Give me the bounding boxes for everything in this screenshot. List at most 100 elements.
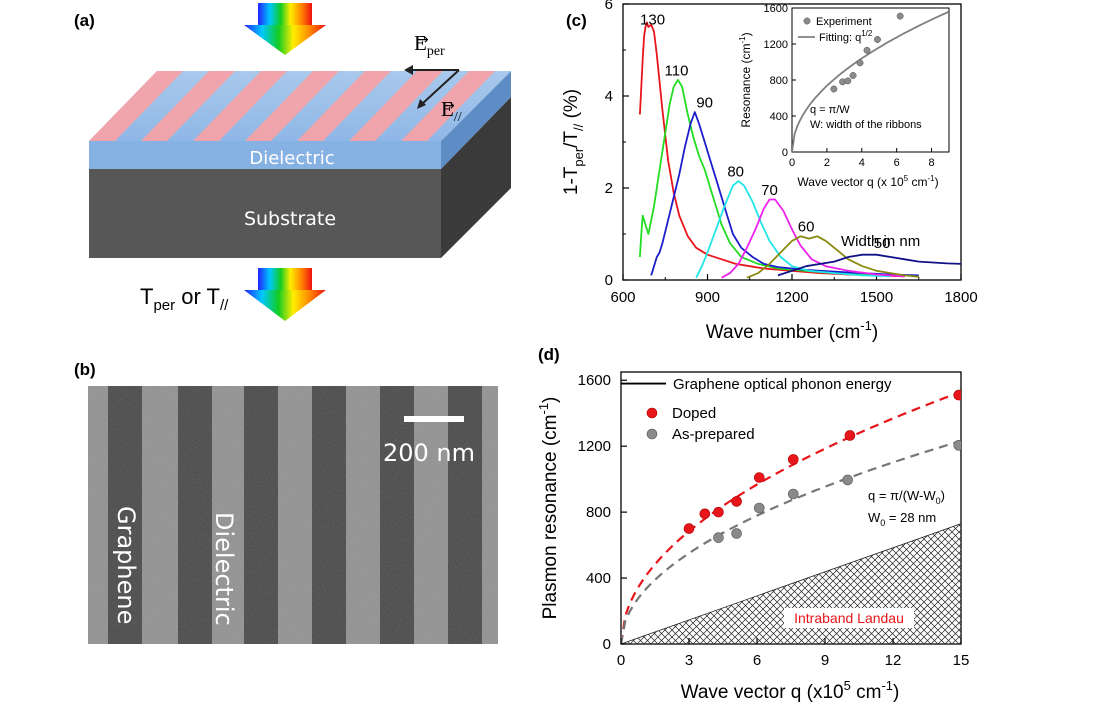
inset-experiment-point — [844, 77, 852, 85]
panel-d-x-tick-label: 15 — [953, 652, 970, 669]
width-label-130: 130 — [640, 12, 665, 29]
panel-d-x-tick-label: 6 — [753, 652, 761, 669]
spectrum-80nm — [695, 180, 891, 279]
inset-legend-experiment-marker — [803, 17, 811, 25]
inset-x-tick-label: 0 — [789, 157, 795, 169]
width-label-80: 80 — [727, 164, 744, 181]
point-doped — [713, 506, 724, 518]
inset-x-tick-label: 8 — [928, 157, 934, 169]
point-doped — [787, 454, 799, 465]
sem-noise — [88, 386, 498, 644]
panel-c-width-labels: 130 110 90 80 70 60 50 — [640, 12, 890, 252]
panel-a-label: (a) — [74, 11, 95, 30]
dielectric-layer-label: Dielectric — [249, 148, 334, 169]
width-label-50: 50 — [874, 235, 891, 252]
panel-a: (a) Dielectric Substrate Eper → E// → — [74, 3, 511, 321]
spectrum-70nm — [721, 198, 905, 279]
inset-note-w: W: width of the ribbons — [810, 119, 922, 131]
panel-d-y-tick-label: 0 — [603, 636, 611, 653]
panel-d-y-tick-label: 800 — [586, 504, 611, 521]
inset-note-q: q = π/W — [810, 104, 850, 116]
point-as-prepared — [731, 528, 742, 539]
panel-c-x-axis-label: Wave number (cm-1) — [706, 318, 878, 343]
panel-d-x-tick-label: 3 — [685, 652, 693, 669]
inset-y-tick-label: 1600 — [764, 3, 788, 15]
inset-fit-curve — [792, 10, 949, 152]
graphene-stripe — [349, 71, 443, 141]
inset-x-tick-label: 6 — [894, 157, 900, 169]
panel-c-inset: 0 2 4 6 8 0 400 800 1200 1600 Experiment Fitting:… — [738, 3, 950, 189]
point-as-prepared — [713, 532, 724, 543]
graphene-stripe — [401, 71, 495, 141]
point-as-prepared — [953, 440, 961, 451]
inset-y-tick-label: 800 — [770, 75, 788, 87]
panel-c-x-tick-label: 1200 — [775, 289, 808, 306]
substrate-side — [441, 97, 511, 258]
output-transmission-label: Tper or T// — [140, 284, 229, 314]
point-doped — [731, 496, 742, 507]
inset-experiment-point — [874, 36, 881, 43]
graphene-stripe — [141, 71, 235, 141]
input-light-arrow — [244, 3, 326, 55]
substrate-front — [89, 169, 441, 258]
device-block: Dielectric Substrate — [89, 71, 511, 258]
point-as-prepared — [842, 474, 853, 486]
inset-experiment-point — [896, 12, 904, 20]
q-formula: q = π/(W-W0) — [868, 488, 945, 506]
sem-graphene-label: Graphene — [112, 506, 140, 624]
panel-d-y-tick-label: 1600 — [578, 372, 611, 389]
panel-d-y-tick-label: 400 — [586, 570, 611, 587]
legend-doped: Doped — [672, 405, 716, 422]
panel-d: (d) 0 3 6 9 12 15 0 400 800 1200 1600 Graphene opt… — [536, 345, 969, 703]
inset-x-tick-label: 2 — [824, 157, 830, 169]
dielectric-side — [441, 71, 511, 169]
graphene-stripe — [89, 71, 183, 141]
e-par-label: E// — [441, 97, 462, 125]
point-as-prepared — [787, 488, 799, 500]
panel-c-x-tick-label: 600 — [610, 289, 635, 306]
landau-label-bg — [784, 608, 914, 628]
point-doped — [683, 523, 695, 534]
landau-label: Intraband Landau — [794, 610, 904, 626]
point-doped — [844, 430, 856, 441]
inset-experiment-point — [856, 59, 864, 67]
dielectric-front — [89, 141, 441, 169]
point-doped — [753, 472, 765, 483]
graphene-stripe — [297, 71, 391, 141]
e-par-arrow-accent: → — [443, 98, 455, 114]
legend-asprepared: As-prepared — [672, 426, 755, 443]
legend-asprepared-marker — [646, 428, 658, 440]
panel-c-y-tick-label: 4 — [605, 88, 613, 105]
panel-c-legend-title: Width in nm — [841, 233, 920, 250]
spectrum-110nm — [639, 79, 891, 277]
inset-data — [792, 10, 949, 152]
panel-d-y-tick-label: 1200 — [578, 438, 611, 455]
panel-d-label: (d) — [538, 345, 560, 364]
panel-b: (b) 200 nm Graphene Dielectric — [74, 360, 498, 644]
w0-value: W0 = 28 nm — [868, 510, 936, 528]
legend-doped-marker — [646, 407, 658, 419]
graphene-stripe — [245, 71, 339, 141]
panel-b-label: (b) — [74, 360, 96, 379]
inset-experiment-point — [863, 46, 871, 54]
spectrum-130nm — [639, 21, 905, 278]
panel-c-spectra — [639, 21, 961, 279]
inset-experiment-point — [830, 85, 838, 93]
inset-y-tick-label: 0 — [782, 147, 788, 159]
spectrum-60nm — [746, 235, 919, 279]
panel-d-x-tick-label: 12 — [885, 652, 902, 669]
point-doped — [699, 508, 711, 520]
panel-c-x-tick-label: 1500 — [860, 289, 893, 306]
graphene-stripe — [193, 71, 287, 141]
panel-c-y-axis-label: 1-Tper/T// (%) — [561, 89, 586, 195]
point-doped — [953, 389, 961, 401]
fit-doped — [621, 390, 961, 644]
panel-d-x-axis-label: Wave vector q (x105 cm-1) — [681, 678, 900, 703]
e-per-label: Eper — [414, 31, 445, 59]
graphene-stripes — [89, 71, 495, 141]
width-label-110: 110 — [665, 62, 689, 79]
phonon-energy-label: Graphene optical phonon energy — [673, 376, 892, 393]
scale-bar — [404, 416, 464, 422]
